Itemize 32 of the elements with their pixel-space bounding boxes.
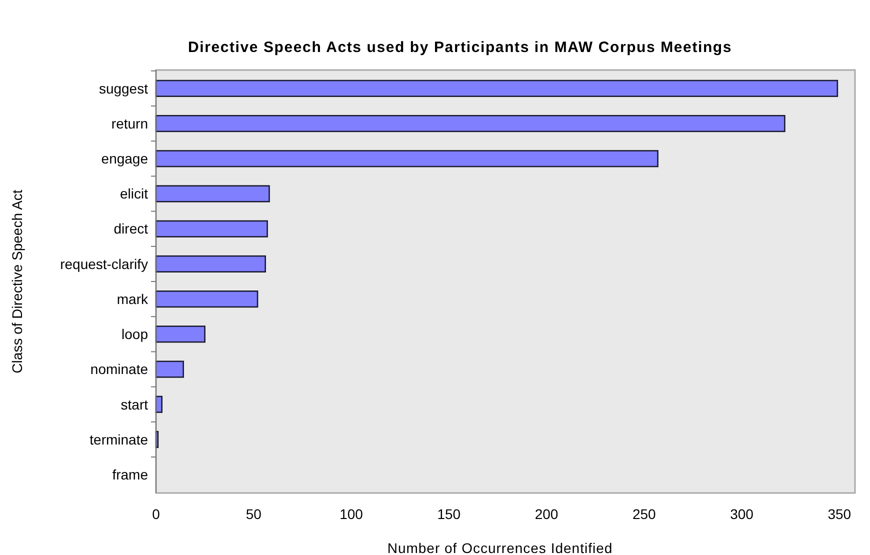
x-tick-label: 0 [152, 506, 160, 522]
y-tick-label: return [111, 115, 148, 132]
y-tick-label: terminate [90, 431, 148, 448]
x-tick-label: 350 [828, 506, 852, 522]
y-tick-label: direct [114, 220, 148, 237]
bar [155, 185, 270, 202]
bar [155, 150, 658, 168]
x-axis-title: Number of Occurrences Identified [387, 540, 613, 555]
x-tick-label: 300 [730, 506, 754, 522]
y-tick-label: frame [112, 466, 148, 482]
y-tick-label: nominate [90, 361, 148, 378]
y-axis-title: Class of Directive Speech Act [9, 190, 25, 374]
y-tick-label: elicit [120, 186, 148, 202]
bar [155, 360, 184, 378]
y-tick-label: start [120, 396, 148, 412]
y-tick-label: engage [101, 150, 148, 167]
bar [155, 220, 268, 238]
y-tick-label: suggest [98, 80, 148, 96]
x-tick-label: 150 [437, 506, 461, 522]
x-tick-label: 250 [632, 506, 656, 522]
y-tick-label: request-clarify [60, 256, 148, 272]
x-tick-label: 200 [534, 506, 558, 522]
x-tick-label: 100 [340, 506, 364, 522]
bar [155, 255, 266, 272]
x-tick-label: 50 [246, 506, 262, 522]
bar [155, 114, 786, 132]
bar [155, 326, 206, 343]
chart-title: Directive Speech Acts used by Participants in MAW Corpus Meetings [188, 39, 732, 56]
y-tick-label: mark [116, 290, 149, 307]
y-tick-label: loop [122, 326, 148, 342]
bar [155, 290, 258, 308]
bar [155, 80, 838, 97]
